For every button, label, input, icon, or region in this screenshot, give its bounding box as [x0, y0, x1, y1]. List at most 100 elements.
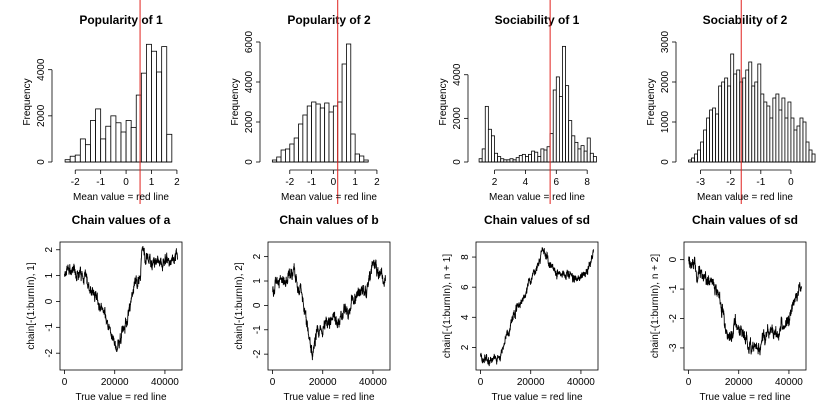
y-tick-label: 0 [44, 298, 55, 304]
histogram-bar [500, 158, 505, 163]
histogram-bar [276, 156, 282, 163]
x-axis-label: True value = red line [491, 392, 583, 403]
y-axis: 0 2000 4000 6000 [244, 30, 261, 165]
chain-trace [64, 245, 178, 352]
histogram-bar [706, 117, 711, 163]
histogram-bar [346, 43, 352, 163]
histogram-bar [528, 153, 532, 163]
histogram-bar [697, 149, 701, 163]
histogram-bar [525, 156, 529, 163]
panel-6: Chain values of b 0 20000 40000 -2 -1 0 1 2 True … [234, 213, 391, 403]
histogram-bar [571, 135, 576, 163]
histogram-bar [110, 115, 117, 163]
histogram-bar [778, 109, 783, 163]
y-tick-label: 4 [460, 314, 471, 320]
y-axis-label: chain[-(1:burnIn), 1] [26, 262, 37, 349]
histogram-bar [85, 144, 91, 163]
plot-frame [683, 241, 807, 371]
histogram-bar [354, 153, 360, 163]
histogram-bar [315, 103, 321, 163]
histogram-bar [589, 152, 594, 163]
y-tick-label: -1 [668, 284, 679, 293]
y-axis: -2 -1 0 1 2 [44, 247, 60, 358]
x-axis: 0 20000 40000 [270, 370, 387, 388]
histogram-bar [754, 81, 759, 163]
histogram-bar [161, 46, 168, 163]
histogram-bar [311, 101, 317, 163]
y-tick-label: 2 [252, 253, 263, 259]
x-axis: 0 20000 40000 [62, 370, 179, 388]
histogram-bar [715, 113, 720, 163]
histogram-bar [766, 105, 771, 163]
x-axis-label: Mean value = red line [281, 192, 377, 203]
panel-8: Chain values of sd 0 20000 40000 -3 -2 -1 0 True… [650, 213, 807, 403]
panel-title: Popularity of 1 [79, 13, 163, 27]
histogram-bar [537, 156, 542, 163]
panel-7: Chain values of sd 0 20000 40000 2 4 6 8 True va… [442, 213, 599, 403]
histogram-bar [74, 154, 81, 163]
histogram-bar [69, 155, 76, 163]
y-tick-label: -3 [668, 343, 679, 352]
histogram-bar [484, 105, 489, 163]
histogram-bar [280, 149, 286, 163]
histogram-bar [518, 155, 523, 163]
x-tick-label: 0 [478, 377, 484, 388]
histogram-bar [166, 133, 173, 163]
plot-frame [267, 241, 391, 371]
y-tick-label: 8 [460, 254, 471, 260]
histogram-bar [703, 129, 707, 163]
histogram-bar [787, 101, 792, 163]
histogram-bar [298, 123, 304, 163]
x-tick-label: 40000 [567, 377, 595, 388]
histogram-bar [324, 102, 330, 163]
x-axis: -2 -1 0 1 2 [71, 169, 180, 188]
histogram-bar [583, 150, 588, 163]
y-tick-label: 0 [36, 159, 47, 165]
histogram-bar [328, 111, 334, 163]
histogram-bar [540, 148, 545, 163]
histogram-bar [586, 137, 591, 163]
histogram-bar [95, 108, 102, 163]
y-tick-label: 2000 [452, 107, 463, 130]
x-tick-label: 2 [374, 177, 380, 188]
y-axis-label: chain[-(1:burnIn), n + 1] [442, 254, 453, 358]
histogram-bar [577, 148, 582, 163]
histogram-bar [796, 125, 801, 163]
x-tick-label: 0 [123, 177, 129, 188]
histogram-bar [772, 97, 777, 163]
histogram-bar [135, 94, 142, 163]
histogram-bar [332, 105, 339, 163]
y-tick-label: -1 [44, 322, 55, 331]
histogram-bar [302, 114, 308, 163]
histogram-bar [337, 101, 343, 163]
y-tick-label: 1 [44, 272, 55, 278]
x-tick-label: 20000 [309, 377, 337, 388]
y-tick-label: 2000 [36, 104, 47, 127]
y-axis-label: chain[-(1:burnIn), 2] [234, 262, 245, 349]
y-axis-label: chain[-(1:burnIn), n + 2] [650, 254, 661, 358]
histogram-bar [742, 77, 747, 163]
y-tick-label: 0 [252, 302, 263, 308]
x-tick-label: -3 [696, 177, 705, 188]
histogram-bar [319, 107, 326, 163]
panel-title: Chain values of a [72, 213, 171, 227]
histogram-bar [730, 53, 735, 163]
y-tick-label: 0 [660, 159, 671, 165]
histogram-bar [90, 120, 96, 163]
histogram-bar [306, 105, 312, 163]
panel-5: Chain values of a 0 20000 40000 -2 -1 0 1 2 True … [26, 213, 183, 403]
histogram-bar [534, 151, 539, 163]
histogram-bar [478, 158, 483, 163]
panel-1: Popularity of 1 -2 -1 0 1 2 0 2000 4000 Mean valu… [22, 0, 180, 204]
x-tick-label: -2 [71, 177, 80, 188]
x-tick-label: 1 [352, 177, 358, 188]
x-axis: 2 4 6 8 [492, 169, 590, 188]
histogram-bar [100, 138, 107, 163]
histogram-bar [781, 97, 786, 163]
histogram-bar [293, 137, 299, 163]
histogram-bar [289, 143, 295, 163]
y-tick-label: 6 [460, 284, 471, 290]
histogram-bar [494, 152, 499, 163]
histogram-bar [491, 135, 495, 163]
x-axis-label: True value = red line [283, 392, 375, 403]
